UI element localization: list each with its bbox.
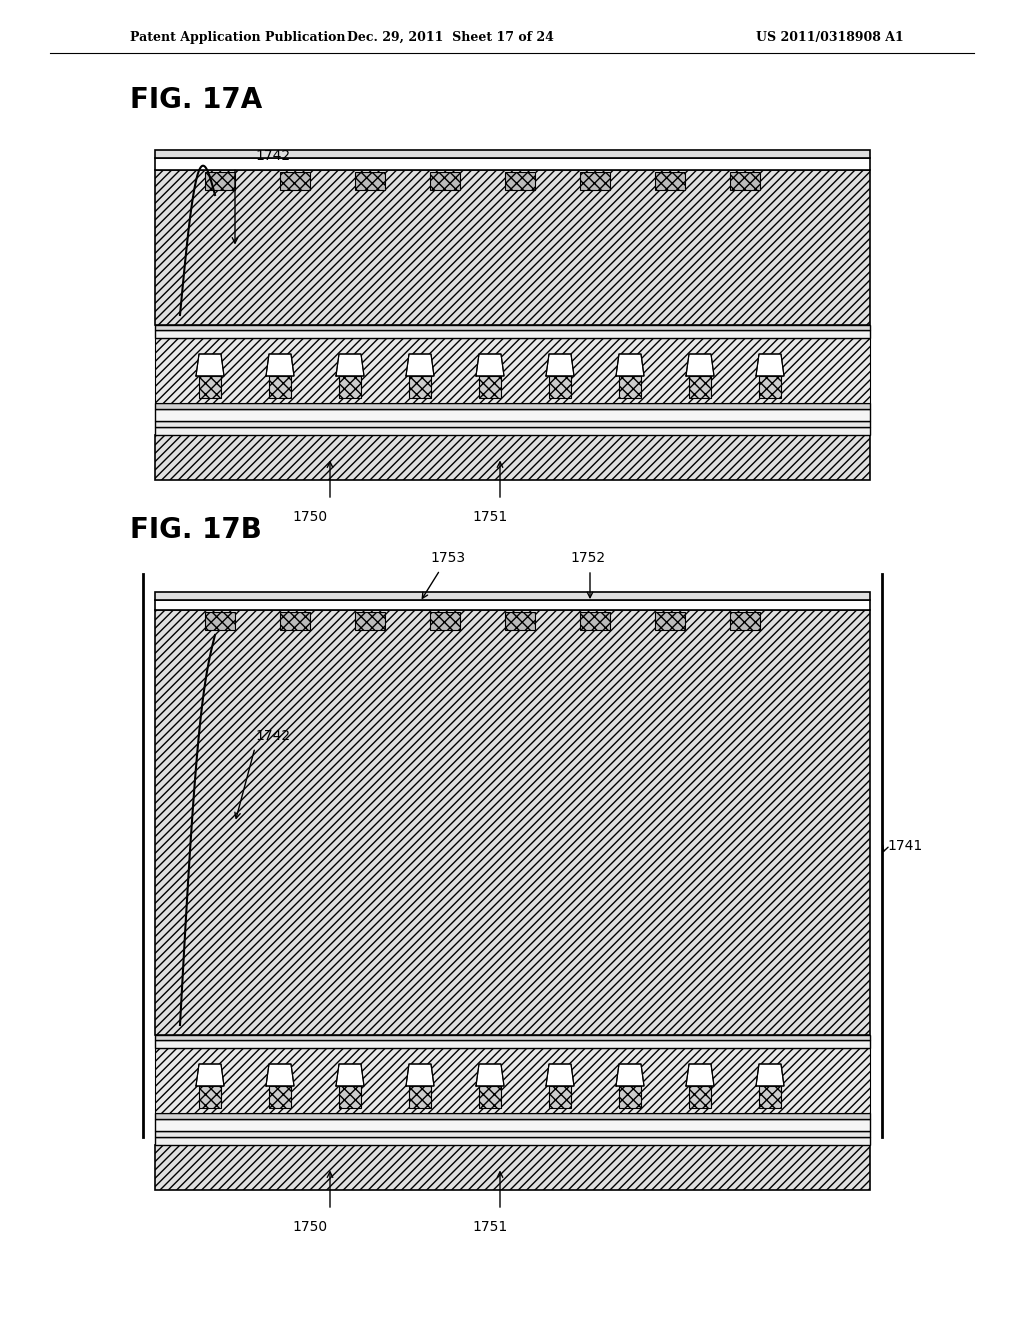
Bar [155,601,870,610]
Bar [339,376,361,399]
Bar [155,150,870,158]
Polygon shape [196,354,224,376]
Text: 1742: 1742 [255,149,290,162]
Bar [155,409,870,421]
Bar [580,612,610,630]
Text: 1741: 1741 [887,838,923,853]
Bar [549,376,571,399]
Bar [155,1035,870,1040]
Bar [155,1131,870,1137]
Bar [479,376,501,399]
Bar [155,338,870,403]
Bar [155,158,870,170]
Polygon shape [336,1064,364,1086]
Bar [355,612,385,630]
Bar [280,612,310,630]
Bar [155,591,870,601]
Polygon shape [756,1064,784,1086]
Bar [205,172,234,190]
Text: 1752: 1752 [570,550,605,565]
Bar [759,1086,781,1107]
Bar [549,1086,571,1107]
Bar [155,421,870,426]
Text: 1751: 1751 [472,510,508,524]
Bar [655,172,685,190]
Bar [280,172,310,190]
Bar [355,172,385,190]
Text: 1753: 1753 [430,550,465,565]
Bar [155,436,870,480]
Polygon shape [336,354,364,376]
Polygon shape [616,1064,644,1086]
Bar [689,376,711,399]
Bar [155,403,870,409]
Bar [730,612,760,630]
Bar [339,1086,361,1107]
Bar [269,376,291,399]
Bar [155,330,870,338]
Text: Dec. 29, 2011  Sheet 17 of 24: Dec. 29, 2011 Sheet 17 of 24 [346,30,553,44]
Bar [155,1119,870,1131]
Bar [155,1048,870,1113]
Bar [409,376,431,399]
Bar [155,1113,870,1119]
Text: 1750: 1750 [293,1220,328,1234]
Text: FIG. 17A: FIG. 17A [130,86,262,114]
Bar [655,612,685,630]
Bar [155,610,870,1035]
Polygon shape [686,1064,714,1086]
Bar [479,1086,501,1107]
Bar [618,376,641,399]
Polygon shape [406,354,434,376]
Polygon shape [266,354,294,376]
Bar [155,426,870,436]
Bar [689,1086,711,1107]
Bar [430,612,460,630]
Bar [759,376,781,399]
Text: 1750: 1750 [293,510,328,524]
Polygon shape [616,354,644,376]
Bar [155,325,870,330]
Bar [505,172,535,190]
Polygon shape [546,1064,574,1086]
Polygon shape [756,354,784,376]
Bar [199,376,221,399]
Polygon shape [266,1064,294,1086]
Polygon shape [476,354,504,376]
Polygon shape [686,354,714,376]
Polygon shape [196,1064,224,1086]
Bar [155,1137,870,1144]
Polygon shape [476,1064,504,1086]
Text: US 2011/0318908 A1: US 2011/0318908 A1 [756,30,904,44]
Text: 1742: 1742 [255,729,290,742]
Bar [155,1144,870,1191]
Bar [205,612,234,630]
Bar [155,1040,870,1048]
Text: Patent Application Publication: Patent Application Publication [130,30,345,44]
Text: FIG. 17B: FIG. 17B [130,516,262,544]
Bar [155,170,870,325]
Bar [199,1086,221,1107]
Bar [618,1086,641,1107]
Text: 1751: 1751 [472,1220,508,1234]
Bar [505,612,535,630]
Polygon shape [406,1064,434,1086]
Polygon shape [546,354,574,376]
Bar [269,1086,291,1107]
Bar [730,172,760,190]
Bar [409,1086,431,1107]
Bar [430,172,460,190]
Bar [580,172,610,190]
